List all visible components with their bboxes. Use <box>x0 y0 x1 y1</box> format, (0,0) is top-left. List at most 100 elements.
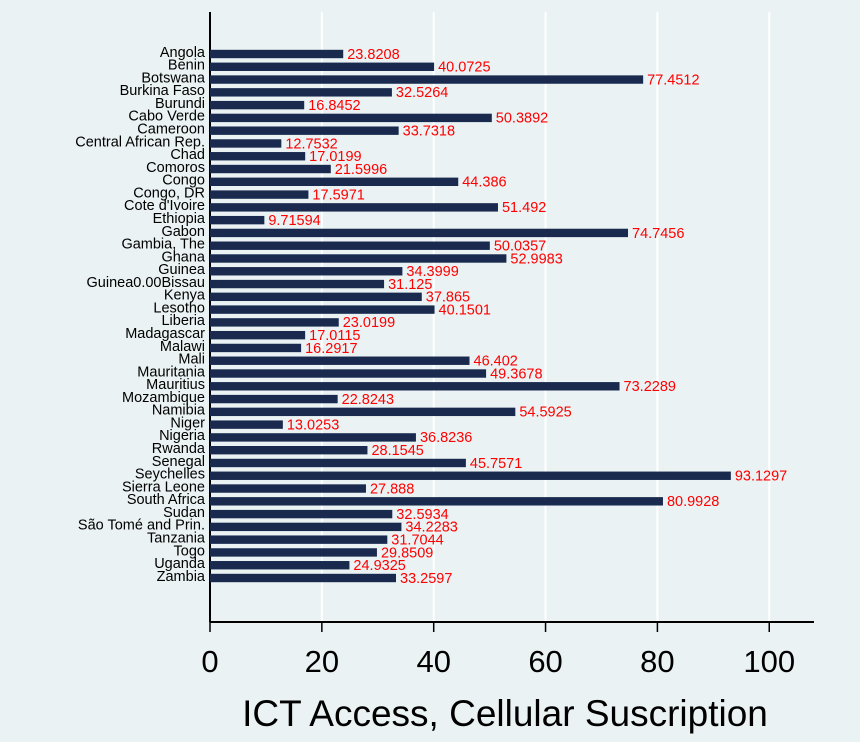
bar <box>210 152 306 161</box>
y-tick-label: Liberia <box>161 313 205 329</box>
bar <box>210 88 392 97</box>
y-tick-label: Ethiopia <box>153 211 206 227</box>
y-tick-label: Mauritius <box>146 377 205 393</box>
x-tick-label: 80 <box>640 644 674 679</box>
value-label: 9.71594 <box>268 213 320 229</box>
bar <box>210 522 402 532</box>
x-tick-label: 100 <box>743 644 795 679</box>
value-label: 28.1545 <box>371 443 423 459</box>
x-tick-label: 0 <box>201 644 218 679</box>
bar <box>210 433 416 442</box>
value-label: 24.9325 <box>353 558 405 574</box>
y-tick-label: Botswana <box>141 70 206 86</box>
value-label: 40.0725 <box>438 60 490 76</box>
value-label: 77.4512 <box>647 72 699 88</box>
value-label: 21.5996 <box>335 162 387 178</box>
bar <box>210 75 644 84</box>
value-label: 31.125 <box>388 277 432 293</box>
bar <box>210 292 422 302</box>
value-label: 45.7571 <box>470 456 522 472</box>
y-tick-label: Guinea0.00Bissau <box>87 275 206 291</box>
bar <box>210 318 339 327</box>
y-tick-label: Central African Rep. <box>75 134 205 150</box>
y-tick-label: Angola <box>160 45 206 61</box>
bar <box>210 215 265 225</box>
y-tick-label: Sierra Leone <box>122 479 205 495</box>
bar <box>210 190 309 199</box>
y-tick-label: Togo <box>174 543 205 559</box>
value-label: 32.5934 <box>396 507 448 523</box>
y-tick-label: Zambia <box>157 569 206 585</box>
y-tick-label: Tanzania <box>147 530 206 546</box>
bar <box>210 561 350 570</box>
bar <box>210 484 366 493</box>
y-tick-label: Niger <box>170 415 205 431</box>
value-label: 16.2917 <box>305 341 357 357</box>
bar <box>210 343 302 353</box>
y-tick-label: Rwanda <box>152 441 206 457</box>
y-tick-label: Benin <box>168 58 205 74</box>
y-tick-label: Namibia <box>152 403 206 419</box>
y-tick-label: Cameroon <box>137 122 205 138</box>
y-tick-label: Nigeria <box>159 428 206 444</box>
value-label: 27.888 <box>370 481 414 497</box>
bar <box>210 535 388 544</box>
y-tick-label: Malawi <box>160 339 205 355</box>
bar <box>210 458 466 468</box>
value-label: 50.3892 <box>496 111 548 127</box>
bar <box>210 369 487 378</box>
value-label: 13.0253 <box>287 417 339 433</box>
value-label: 33.7318 <box>403 124 455 140</box>
y-tick-label: Madagascar <box>125 326 205 342</box>
value-label: 52.9983 <box>510 251 562 267</box>
y-tick-label: Ghana <box>161 249 205 265</box>
bar <box>210 305 435 314</box>
value-label: 74.7456 <box>632 226 684 242</box>
y-tick-label: Mozambique <box>122 390 205 406</box>
value-label: 34.3999 <box>406 264 458 280</box>
value-label: 49.3678 <box>490 366 542 382</box>
y-tick-label: Sudan <box>163 505 205 521</box>
bar <box>210 49 344 59</box>
y-tick-label: Guinea <box>158 262 206 278</box>
y-tick-label: Cote d'Ivoire <box>124 198 205 214</box>
y-tick-label: Gabon <box>161 224 205 240</box>
bar <box>210 420 283 429</box>
bar <box>210 394 338 404</box>
value-label: 16.8452 <box>308 98 360 114</box>
y-tick-label: Kenya <box>164 288 206 304</box>
value-label: 93.1297 <box>735 469 787 485</box>
value-label: 54.5925 <box>519 405 571 421</box>
bar <box>210 100 305 110</box>
value-label: 31.7044 <box>391 532 443 548</box>
y-tick-label: Congo <box>162 173 205 189</box>
bar <box>210 62 435 71</box>
value-label: 46.402 <box>474 354 518 370</box>
y-tick-label: Mauritania <box>137 364 206 380</box>
y-tick-label: Uganda <box>154 556 206 572</box>
value-label: 32.5264 <box>396 85 448 101</box>
value-label: 36.8236 <box>420 430 472 446</box>
y-tick-label: Seychelles <box>135 467 205 483</box>
bar <box>210 330 306 340</box>
value-label: 73.2289 <box>624 379 676 395</box>
y-tick-label: South Africa <box>127 492 206 508</box>
y-tick-label: Cabo Verde <box>128 109 205 125</box>
value-label: 34.2283 <box>405 520 457 536</box>
x-tick-label: 40 <box>416 644 450 679</box>
bar <box>210 177 459 187</box>
bar <box>210 279 385 289</box>
value-label: 29.8509 <box>381 545 433 561</box>
bar <box>210 203 498 212</box>
value-label: 44.386 <box>462 175 506 191</box>
bar <box>210 548 377 557</box>
value-label: 23.8208 <box>347 47 399 63</box>
bar <box>210 228 629 238</box>
y-tick-label: Burkina Faso <box>120 83 205 99</box>
value-label: 23.0199 <box>343 315 395 331</box>
value-label: 51.492 <box>502 200 546 216</box>
value-label: 17.5971 <box>312 187 364 203</box>
y-tick-label: Gambia, The <box>121 237 205 253</box>
bar <box>210 164 331 174</box>
